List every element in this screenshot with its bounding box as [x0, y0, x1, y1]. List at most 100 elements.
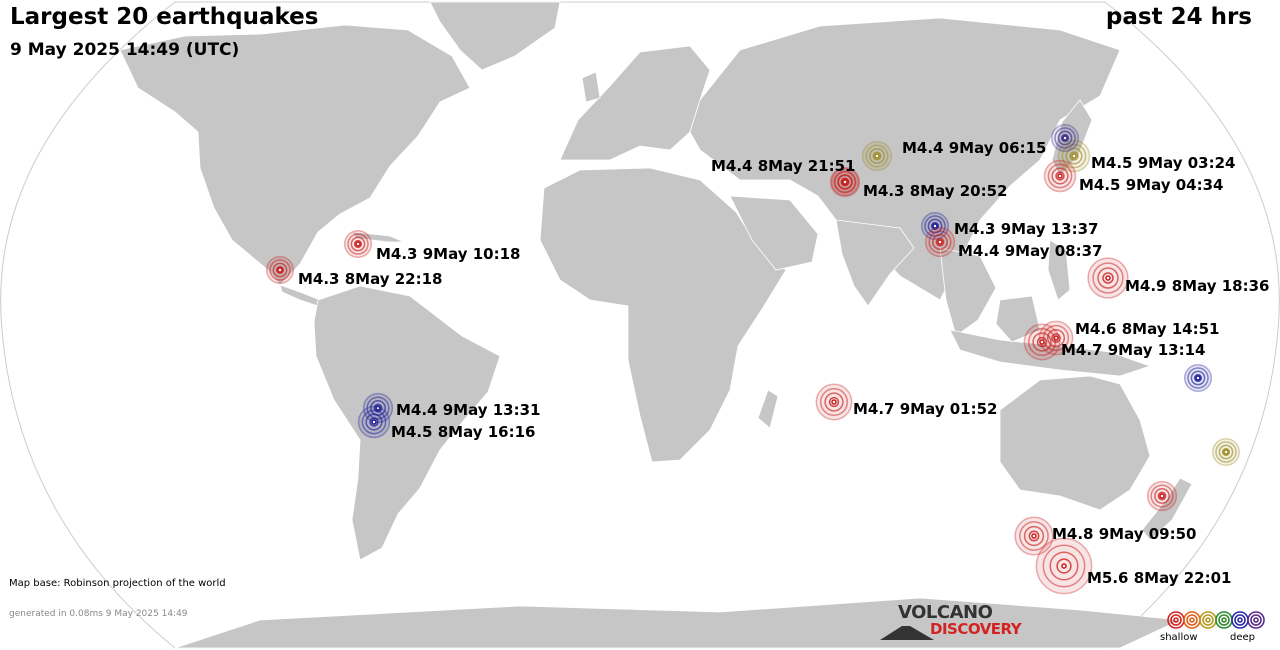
eq-label-myanmar-2[interactable]: M4.4 9May 08:37	[958, 242, 1103, 260]
marker-ring	[1190, 370, 1206, 386]
marker-ring	[840, 177, 850, 187]
logo-text-discovery: DISCOVERY	[930, 620, 1022, 638]
eq-label-bolivia-2[interactable]: M4.5 8May 16:16	[391, 423, 536, 441]
marker-ring	[1061, 143, 1087, 169]
eq-label-bolivia-1[interactable]: M4.4 9May 13:31	[396, 401, 541, 419]
marker-ring	[1060, 133, 1070, 143]
marker-ring	[350, 236, 366, 252]
eq-label-banda-2[interactable]: M4.7 9May 13:14	[1061, 341, 1206, 359]
eq-label-macquarie[interactable]: M5.6 8May 22:01	[1087, 569, 1232, 587]
marker-ring	[1187, 367, 1209, 389]
marker-ring	[1215, 441, 1237, 463]
marker-ring	[935, 237, 945, 247]
marker-ring	[1051, 167, 1069, 185]
marker-ring	[834, 171, 856, 193]
marker-ring	[1221, 447, 1231, 457]
eq-label-iran[interactable]: M4.3 8May 20:52	[863, 182, 1008, 200]
marker-ring	[1036, 336, 1048, 348]
eq-label-new-zealand[interactable]: M4.8 9May 09:50	[1052, 525, 1197, 543]
marker-center	[831, 399, 837, 405]
volcanodiscovery-logo[interactable]: VOLCANO DISCOVERY	[880, 602, 1040, 642]
land-antarctica	[174, 597, 1182, 649]
land-arabia	[729, 195, 819, 271]
map-timestamp: 9 May 2025 14:49 (UTC)	[10, 40, 240, 60]
marker-center	[1105, 275, 1111, 281]
eq-label-indian-ocean[interactable]: M4.7 9May 01:52	[853, 400, 998, 418]
marker-center	[1223, 449, 1229, 455]
earthquake-marker-indian-ocean[interactable]	[815, 383, 853, 421]
marker-ring	[1055, 171, 1065, 181]
land-australia	[999, 375, 1151, 511]
earthquake-marker-fiji[interactable]	[1183, 363, 1213, 393]
eq-label-philippines[interactable]: M4.9 8May 18:36	[1125, 277, 1270, 295]
land-north-america	[119, 24, 471, 286]
land-indochina	[939, 247, 997, 337]
land-borneo	[995, 295, 1041, 343]
earthquake-marker-banda-2[interactable]	[1023, 323, 1061, 361]
depth-legend: shallow deep	[1160, 606, 1270, 646]
eq-label-afghanistan[interactable]: M4.4 9May 06:15	[902, 139, 1047, 157]
marker-ring	[828, 396, 840, 408]
earthquake-marker-macquarie[interactable]	[1035, 537, 1093, 595]
marker-ring	[1097, 267, 1119, 289]
earthquake-markers	[265, 123, 1241, 595]
eq-label-banda-1[interactable]: M4.6 8May 14:51	[1075, 320, 1220, 338]
marker-ring	[1027, 327, 1057, 357]
legend-ring	[1202, 614, 1214, 626]
marker-ring	[365, 413, 383, 431]
earthquake-labels: M4.3 8May 22:18 M4.3 9May 10:18 M4.4 9Ma…	[298, 139, 1270, 587]
marker-ring	[1023, 525, 1045, 547]
marker-ring	[366, 396, 390, 420]
marker-ring	[1032, 332, 1052, 352]
earthquake-marker-afghanistan[interactable]	[861, 140, 893, 172]
marker-ring	[837, 174, 853, 190]
marker-ring	[275, 265, 285, 275]
marker-ring	[1218, 444, 1234, 460]
timeframe-label: past 24 hrs	[1105, 4, 1252, 30]
marker-center	[1061, 563, 1067, 569]
marker-center	[1159, 493, 1165, 499]
marker-ring	[1046, 328, 1066, 348]
legend-ring	[1234, 614, 1246, 626]
marker-ring	[869, 148, 885, 164]
earthquake-marker-bolivia-2[interactable]	[357, 405, 391, 439]
marker-center	[842, 179, 848, 185]
legend-ring	[1218, 614, 1230, 626]
marker-ring	[928, 230, 952, 254]
marker-center	[1057, 173, 1063, 179]
marker-ring	[1157, 491, 1167, 501]
earthquake-marker-new-zealand[interactable]	[1014, 516, 1054, 556]
eq-label-caribbean[interactable]: M4.3 9May 10:18	[376, 245, 521, 263]
eq-label-myanmar-1[interactable]: M4.3 9May 13:37	[954, 220, 1099, 238]
earthquake-marker-myanmar-2[interactable]	[924, 226, 956, 258]
marker-ring	[269, 259, 291, 281]
earthquake-marker-mexico[interactable]	[265, 255, 295, 285]
legend-deep-label: deep	[1230, 632, 1255, 643]
marker-ring	[1019, 521, 1049, 551]
earthquake-marker-caribbean[interactable]	[343, 229, 373, 259]
marker-ring	[1028, 530, 1040, 542]
legend-ring	[1253, 617, 1259, 623]
marker-ring	[1056, 558, 1072, 574]
marker-ring	[353, 239, 363, 249]
marker-ring	[824, 392, 844, 412]
eq-label-mexico[interactable]: M4.3 8May 22:18	[298, 270, 443, 288]
earthquake-marker-japan-1[interactable]	[1057, 139, 1091, 173]
land-greenland	[429, 1, 561, 71]
eq-label-iran-2[interactable]: M4.4 8May 21:51	[711, 157, 856, 175]
earthquake-marker-korea[interactable]	[1050, 123, 1080, 153]
land-new-zealand	[1141, 477, 1193, 541]
land-africa	[539, 167, 787, 463]
marker-center	[277, 267, 283, 273]
earthquake-marker-philippines[interactable]	[1087, 257, 1129, 299]
earthquake-marker-nz-north[interactable]	[1146, 480, 1178, 512]
earthquake-marker-japan-2[interactable]	[1043, 159, 1077, 193]
marker-ring	[1193, 373, 1203, 383]
earthquake-marker-tonga[interactable]	[1211, 437, 1241, 467]
earthquake-marker-iran-2[interactable]	[829, 166, 861, 198]
eq-label-japan-1[interactable]: M4.5 9May 03:24	[1091, 154, 1236, 172]
marker-ring	[369, 417, 379, 427]
eq-label-japan-2[interactable]: M4.5 9May 04:34	[1079, 176, 1224, 194]
marker-center	[355, 241, 361, 247]
marker-ring	[1154, 488, 1170, 504]
